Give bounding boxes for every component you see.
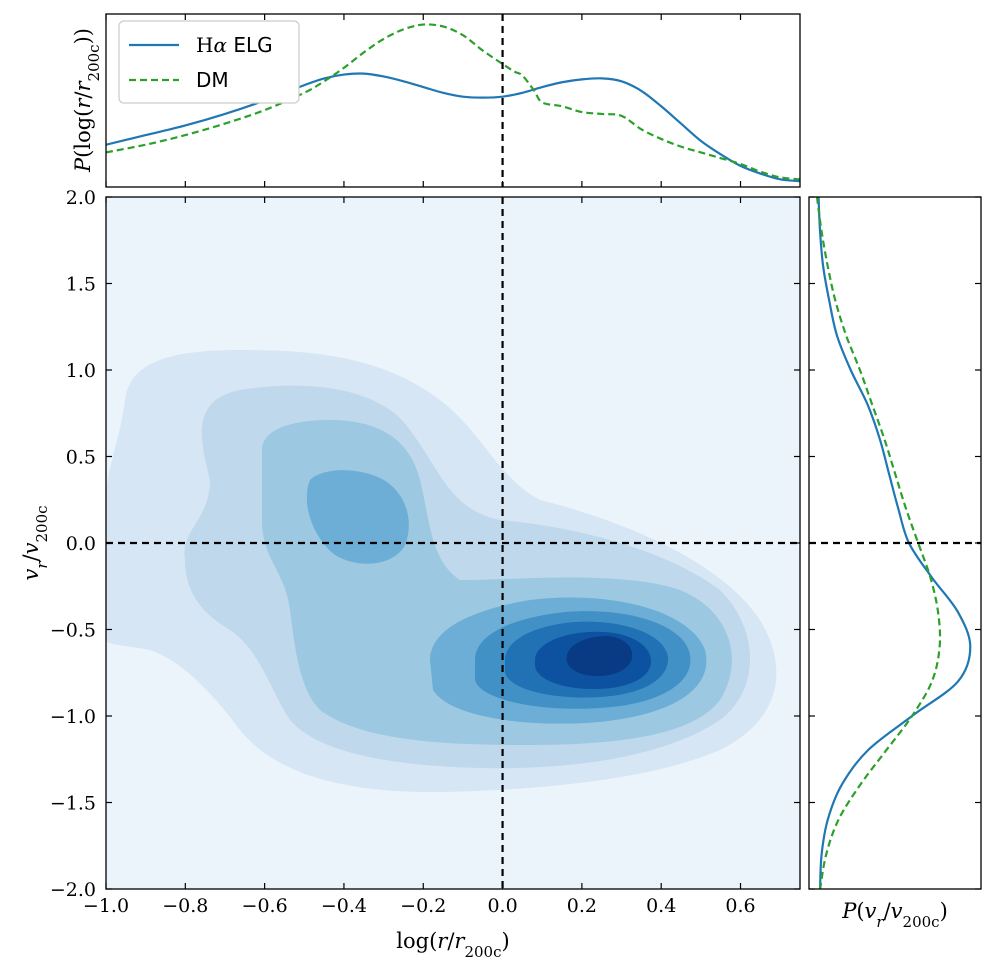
main-y-tick-label: −1.5 bbox=[50, 793, 96, 815]
legend-label-dm: DM bbox=[196, 68, 229, 92]
main-x-tick-label: −1.0 bbox=[83, 895, 129, 917]
right-marginal-panel: P(vr/v200c) bbox=[808, 196, 982, 931]
main-x-tick-label: −0.4 bbox=[321, 895, 367, 917]
main-x-axis-label: log(r/r200c) bbox=[396, 929, 509, 961]
main-x-tick-label: 0.4 bbox=[646, 895, 676, 917]
top-marginal-panel: P(log(r/r200c)) Hα ELG DM bbox=[71, 13, 801, 188]
top-frame bbox=[105, 13, 801, 188]
density-contours bbox=[106, 350, 777, 793]
main-frame bbox=[105, 196, 801, 890]
main-y-tick-label: −2.0 bbox=[50, 879, 96, 901]
main-y-tick-label: 2.0 bbox=[66, 187, 96, 209]
contour-level-8 bbox=[566, 636, 633, 677]
main-y-axis-label: vr/v200c bbox=[19, 505, 51, 580]
main-y-tick-label: 1.5 bbox=[66, 274, 96, 296]
legend: Hα ELG DM bbox=[118, 20, 300, 104]
main-y-tick-label: −0.5 bbox=[50, 620, 96, 642]
right-series-dm-line bbox=[815, 197, 942, 889]
main-x-tick-label: 0.6 bbox=[725, 895, 755, 917]
main-y-tick-label: −1.0 bbox=[50, 706, 96, 728]
main-x-tick-label: −0.6 bbox=[242, 895, 288, 917]
main-x-tick-label: 0.0 bbox=[487, 895, 517, 917]
main-x-tick-label: −0.8 bbox=[162, 895, 208, 917]
top-y-axis-label: P(log(r/r200c)) bbox=[71, 28, 103, 173]
legend-label-halpha-elg: Hα ELG bbox=[196, 33, 273, 57]
main-axis-ticks: −1.0 −0.8 −0.6 −0.4 −0.2 0.0 0.2 0.4 0.6 −2.0 −1.5… bbox=[50, 187, 800, 917]
main-x-tick-label: −0.2 bbox=[400, 895, 446, 917]
main-panel: −1.0 −0.8 −0.6 −0.4 −0.2 0.0 0.2 0.4 0.6 −2.0 −1.5… bbox=[19, 187, 801, 961]
main-x-tick-label: 0.2 bbox=[567, 895, 597, 917]
right-x-axis-label: P(vr/v200c) bbox=[841, 899, 948, 931]
top-series-dm-line bbox=[106, 23, 800, 181]
top-series-halpha-elg-line bbox=[106, 72, 800, 183]
legend-box bbox=[118, 20, 300, 104]
right-frame bbox=[808, 196, 982, 890]
main-y-tick-label: 0.5 bbox=[66, 447, 96, 469]
main-y-tick-label: 1.0 bbox=[66, 360, 96, 382]
main-y-tick-label: 0.0 bbox=[66, 533, 96, 555]
